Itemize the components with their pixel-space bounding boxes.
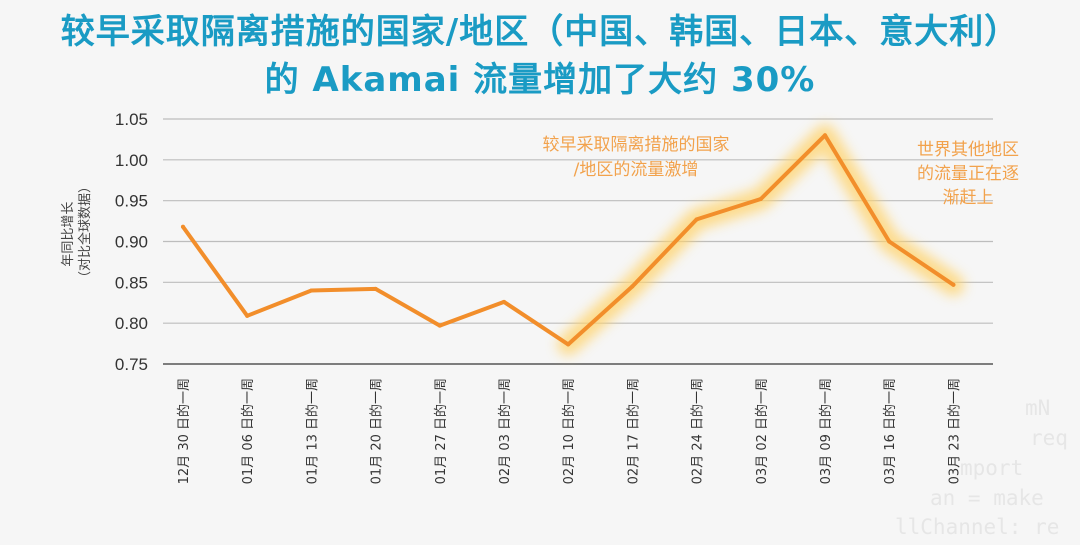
data-point <box>373 286 378 291</box>
annotation-line: 较早采取隔离措施的国家 <box>543 135 730 155</box>
data-point <box>887 239 892 244</box>
data-point <box>566 342 571 347</box>
x-tick-label: 03月 09 日的一周 <box>818 378 834 484</box>
y-axis-label-line-2: （对比全球数据） <box>77 180 93 284</box>
x-tick-label: 01月 27 日的一周 <box>433 378 449 484</box>
chart-title-line-1: 较早采取隔离措施的国家/地区（中国、韩国、日本、意大利） <box>60 12 1020 52</box>
background-code-1: mN <box>1025 396 1051 420</box>
annotation-2: 世界其他地区的流量正在逐渐赶上 <box>917 140 1019 208</box>
y-tick-label: 1.00 <box>115 151 148 170</box>
data-point <box>694 217 699 222</box>
y-tick-label: 0.85 <box>115 273 148 292</box>
data-point <box>502 299 506 304</box>
chart-title-line-2: 的 Akamai 流量增加了大约 30% <box>264 60 816 100</box>
x-tick-label: 01月 06 日的一周 <box>240 378 256 484</box>
background-code-2: req <box>1030 426 1068 450</box>
background-code-3: mport <box>960 456 1024 480</box>
x-tick-label: 02月 17 日的一周 <box>625 378 641 484</box>
y-tick-label: 1.05 <box>115 110 148 129</box>
x-tick-label: 03月 02 日的一周 <box>754 378 770 484</box>
y-axis-label-line-1: 年同比增长 <box>61 202 76 267</box>
annotation-line: 的流量正在逐 <box>917 164 1019 184</box>
data-point <box>758 197 763 202</box>
chart-title: 较早采取隔离措施的国家/地区（中国、韩国、日本、意大利） 的 Akamai 流量… <box>0 8 1080 104</box>
annotation-line: /地区的流量激增 <box>574 160 699 180</box>
x-tick-label: 01月 20 日的一周 <box>369 378 385 484</box>
annotation-line: 渐赶上 <box>943 188 994 208</box>
y-tick-label: 0.90 <box>115 233 148 252</box>
data-point <box>951 282 956 287</box>
data-point <box>437 323 442 328</box>
x-tick-label: 03月 23 日的一周 <box>946 378 962 484</box>
y-tick-label: 0.80 <box>115 314 148 333</box>
x-tick-label: 02月 03 日的一周 <box>497 378 513 484</box>
x-tick-label: 12月 30 日的一周 <box>176 378 192 484</box>
background-code-4: an = make <box>930 486 1044 510</box>
annotation-line: 世界其他地区 <box>917 140 1019 160</box>
data-point <box>245 313 250 318</box>
x-tick-label: 02月 24 日的一周 <box>690 378 706 484</box>
y-tick-label: 0.95 <box>115 192 148 211</box>
data-point <box>181 224 185 229</box>
y-axis-label: 年同比增长 （对比全球数据） <box>61 180 93 284</box>
data-point <box>823 133 827 138</box>
x-tick-label: 02月 10 日的一周 <box>561 378 577 484</box>
data-point <box>630 284 635 289</box>
annotation-1: 较早采取隔离措施的国家/地区的流量激增 <box>543 135 730 180</box>
background-code-5: llChannel: re <box>895 515 1060 539</box>
y-tick-label: 0.75 <box>115 355 148 374</box>
data-point <box>309 288 314 293</box>
x-tick-label: 03月 16 日的一周 <box>882 378 898 484</box>
x-tick-label: 01月 13 日的一周 <box>304 378 320 484</box>
